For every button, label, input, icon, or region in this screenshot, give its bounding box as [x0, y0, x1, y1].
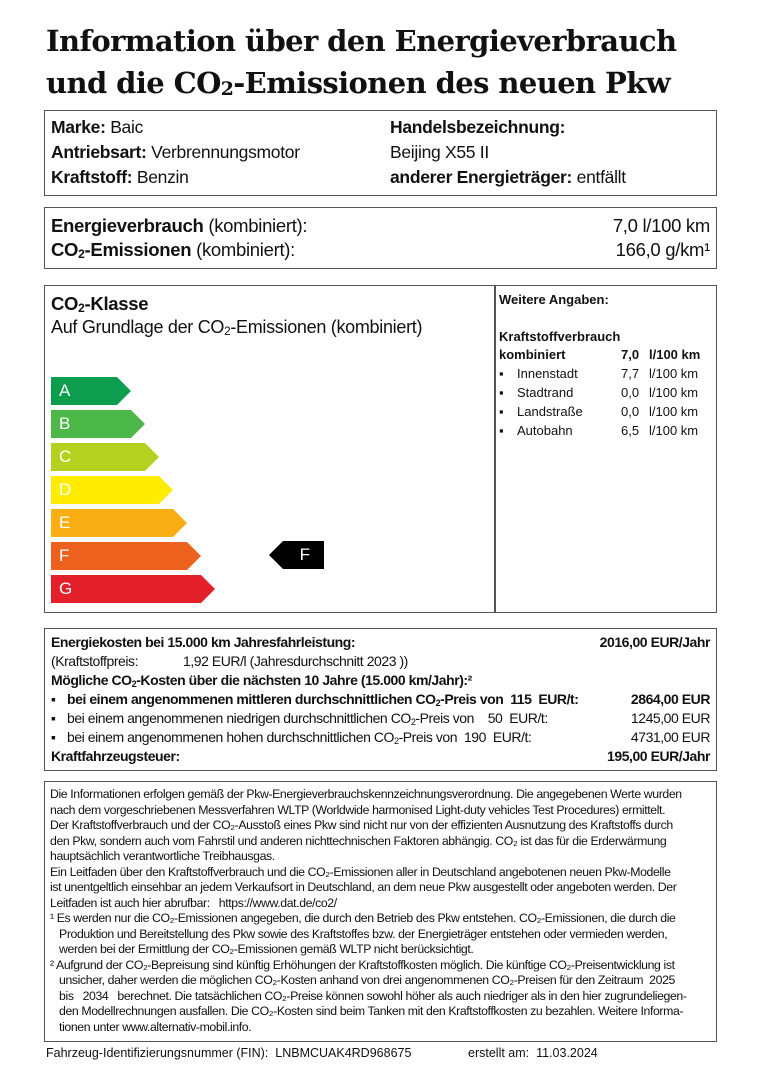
co2-cost-row: ▪ bei einem angenommenen mittleren durch… — [51, 691, 710, 708]
co2-class-f: F — [51, 542, 201, 570]
co2-class-b: B — [51, 410, 145, 438]
footer: Fahrzeug-Identifizierungsnummer (FIN): L… — [46, 1046, 598, 1060]
kfz-steuer-value: 195,00 EUR/Jahr — [607, 748, 710, 764]
info-line: Die Informationen erfolgen gemäß der Pkw… — [50, 787, 682, 801]
info-line: nach dem vorgeschriebenen Messverfahren … — [50, 802, 666, 817]
legal-info-box: Die Informationen erfolgen gemäß der Pkw… — [44, 781, 717, 1042]
marke: Baic — [110, 117, 144, 137]
co2-cost-row: ▪ bei einem angenommenen hohen durchschn… — [51, 729, 710, 746]
kraftstoff: Benzin — [136, 167, 189, 187]
info-line: unsicher, daher werden die möglichen CO₂… — [50, 973, 675, 987]
anderer-energietraeger: entfällt — [576, 167, 626, 187]
info-line: ist unentgeltlich einsehbar an jedem Ver… — [50, 880, 677, 894]
weitere-angaben: Weitere Angaben: Kraftstoffverbrauch kom… — [499, 292, 701, 438]
info-line: Der Kraftstoffverbrauch und der CO₂-Auss… — [50, 818, 673, 832]
co2-cost-row: ▪ bei einem angenommenen niedrigen durch… — [51, 710, 710, 727]
info-line: bis 2034 berechnet. Die tatsächlichen CO… — [50, 988, 687, 1003]
info-line: Ein Leitfaden über den Kraftstoffverbrau… — [50, 864, 671, 879]
current-class-marker: F — [269, 541, 324, 569]
info-line: den Modellrechnungen ausfallen. Die CO₂-… — [50, 1004, 684, 1018]
vehicle-box: Marke: Baic Antriebsart: Verbrennungsmot… — [44, 110, 717, 196]
info-line: ¹ Es werden nur die CO₂-Emissionen angeg… — [50, 911, 676, 925]
co2-class-box: CO2-Klasse Auf Grundlage der CO2-Emissio… — [44, 285, 717, 613]
antriebsart: Verbrennungsmotor — [151, 142, 300, 162]
energiekosten-value: 2016,00 EUR/Jahr — [599, 634, 711, 650]
co2-emissionen-value: 166,0 g/km¹ — [615, 239, 711, 260]
info-line: Leitfaden ist auch hier abrufbar: https:… — [50, 895, 337, 910]
fin-value: LNBMCUAK4RD968675 — [275, 1046, 412, 1060]
info-line: werden bei der Ermittlung der CO₂-Emissi… — [50, 942, 474, 956]
lower-section: Energiekosten bei 15.000 km Jahresfahrle… — [44, 628, 717, 1066]
co2-class-a: A — [51, 377, 131, 405]
info-line: Produktion und Bereitstellung des Pkw so… — [50, 926, 668, 941]
costs-box: Energiekosten bei 15.000 km Jahresfahrle… — [44, 628, 717, 771]
page-title: Information über den Energieverbrauch un… — [46, 24, 677, 100]
co2-class-g: G — [51, 575, 215, 603]
co2-class-e: E — [51, 509, 187, 537]
info-line: den Pkw, sondern auch vom Fahrstil und a… — [50, 833, 667, 848]
co2-class-c: C — [51, 443, 159, 471]
info-line: ² Aufgrund der CO₂-Bepreisung sind künft… — [50, 957, 675, 972]
erstellt-date: 11.03.2024 — [536, 1046, 598, 1060]
divider — [494, 286, 496, 612]
consumption-box: Energieverbrauch (kombiniert): 7,0 l/100… — [44, 207, 717, 269]
info-line: hauptsächlich verantwortliche Treibhausg… — [50, 849, 275, 863]
energieverbrauch-value: 7,0 l/100 km — [612, 215, 710, 236]
handelsbezeichnung: Beijing X55 II — [390, 142, 489, 162]
co2-class-d: D — [51, 476, 173, 504]
info-line: tionen unter www.alternativ-mobil.info. — [50, 1019, 252, 1034]
